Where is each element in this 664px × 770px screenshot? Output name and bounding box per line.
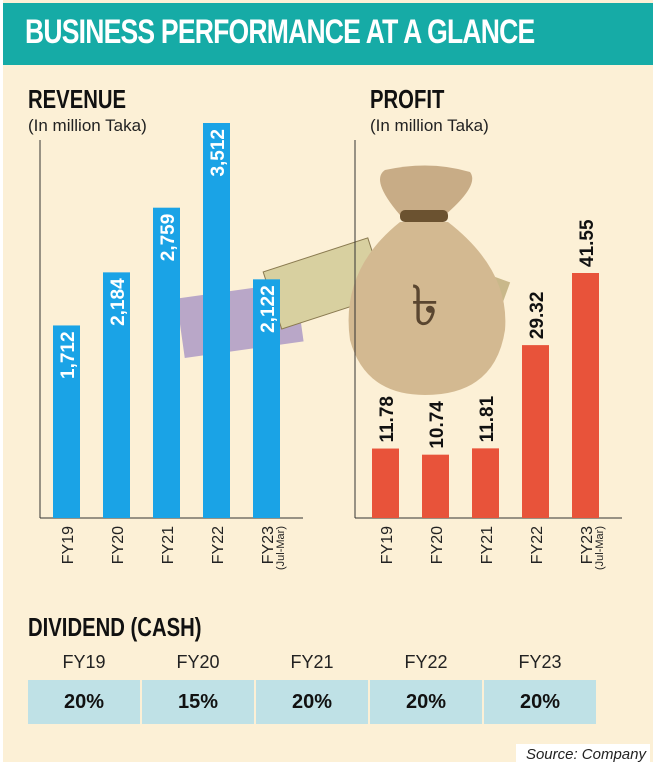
svg-text:৳: ৳ xyxy=(411,274,439,339)
revenue-subtitle: (In million Taka) xyxy=(28,116,147,135)
header-banner: BUSINESS PERFORMANCE AT A GLANCE xyxy=(3,3,653,65)
page-title: BUSINESS PERFORMANCE AT A GLANCE xyxy=(25,13,535,51)
bar xyxy=(253,279,280,518)
tick-note: (Jul-Mar) xyxy=(594,526,606,570)
dividend-value: 20% xyxy=(28,680,140,724)
tick-label: FY23 xyxy=(579,526,596,564)
bar xyxy=(153,207,180,519)
dividend-year: FY23 xyxy=(518,652,562,672)
tick-label: FY21 xyxy=(160,526,177,564)
bar xyxy=(53,325,80,518)
dividend-value: 20% xyxy=(484,680,596,724)
tick-label: FY22 xyxy=(210,526,227,564)
data-label: 3,512 xyxy=(208,129,229,177)
dividend-year: FY22 xyxy=(404,652,448,672)
dividend-title: DIVIDEND (CASH) xyxy=(28,612,202,642)
bar xyxy=(572,273,599,518)
profit-chart: 11.78 FY19 10.74 FY20 11.81 FY21 29.32 FY22 41.5… xyxy=(354,140,622,570)
money-bag-icon: ৳ xyxy=(348,165,506,395)
data-label: 11.81 xyxy=(477,395,498,442)
revenue-title: REVENUE xyxy=(28,84,127,114)
tick-label: FY22 xyxy=(529,526,546,564)
dividend-value: 15% xyxy=(142,680,254,724)
tick-label: FY19 xyxy=(379,526,396,564)
data-label: 11.78 xyxy=(377,396,398,443)
tick-label: FY21 xyxy=(479,526,496,564)
bar xyxy=(522,345,549,518)
dividend-value: 20% xyxy=(370,680,482,724)
profit-subtitle: (In million Taka) xyxy=(370,116,489,135)
data-label: 10.74 xyxy=(427,401,448,449)
tick-label: FY20 xyxy=(429,526,446,564)
source-note: Source: Company xyxy=(515,744,650,765)
revenue-chart: 1,712 FY19 2,184 FY20 2,759 FY21 3,512 FY22 2,12… xyxy=(39,123,303,570)
bar xyxy=(203,123,230,518)
data-label: 2,759 xyxy=(158,214,179,262)
dividend-year: FY20 xyxy=(176,652,220,672)
bar xyxy=(422,454,449,518)
bar xyxy=(103,272,130,518)
data-label: 29.32 xyxy=(527,292,548,340)
bar xyxy=(472,448,499,518)
dividend-year: FY21 xyxy=(290,652,334,672)
data-label: 1,712 xyxy=(58,331,79,379)
data-label: 41.55 xyxy=(577,219,598,267)
money-illustration: ৳ xyxy=(176,165,511,395)
bar xyxy=(372,448,399,518)
tick-label: FY20 xyxy=(110,526,127,564)
data-label: 2,122 xyxy=(258,285,279,333)
dividend-value: 20% xyxy=(256,680,368,724)
dividend-year: FY19 xyxy=(62,652,106,672)
profit-title: PROFIT xyxy=(370,84,445,114)
tick-label: FY19 xyxy=(60,526,77,564)
data-label: 2,184 xyxy=(108,278,129,326)
tick-label: FY23 xyxy=(260,526,277,564)
tick-note: (Jul-Mar) xyxy=(275,526,287,570)
